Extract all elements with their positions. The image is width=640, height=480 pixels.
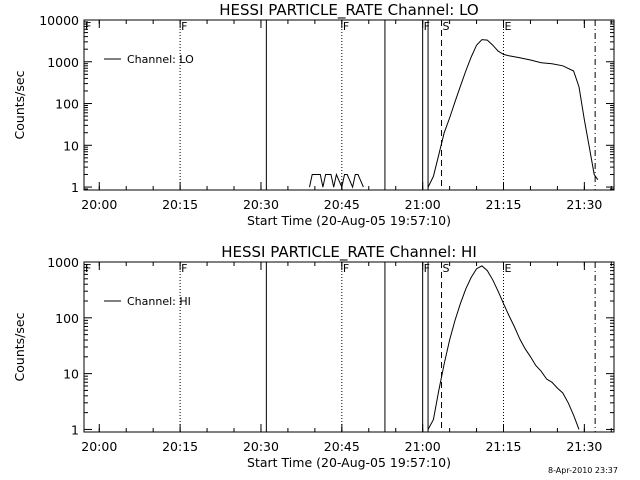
event-marker-label: F	[424, 262, 430, 275]
timestamp: 8-Apr-2010 23:37	[548, 466, 618, 475]
event-marker-label: F	[181, 262, 187, 275]
series-line	[309, 172, 364, 189]
event-marker-label: E	[505, 20, 512, 33]
series-line	[427, 265, 580, 430]
x-tick-label: 20:45	[324, 439, 360, 454]
y-tick-label: 10	[63, 138, 79, 153]
event-marker-label: E	[505, 262, 512, 275]
x-tick-label: 21:30	[566, 439, 602, 454]
x-tick-label: 20:30	[243, 439, 279, 454]
legend-label: Channel: LO	[127, 53, 194, 66]
x-tick-label: 20:00	[81, 439, 117, 454]
x-tick-label: 21:00	[405, 439, 441, 454]
event-marker-label: F	[343, 20, 349, 33]
x-tick-label: 21:00	[405, 197, 441, 212]
x-tick-label: 21:15	[485, 197, 521, 212]
y-tick-label: 1000	[47, 55, 79, 70]
series-line	[427, 39, 599, 188]
y-tick-label: 10	[63, 367, 79, 382]
y-axis-label: Counts/sec	[12, 312, 27, 381]
x-axis-label: Start Time (20-Aug-05 19:57:10)	[247, 455, 451, 470]
y-tick-label: 10000	[39, 13, 79, 28]
x-axis-label: Start Time (20-Aug-05 19:57:10)	[247, 213, 451, 228]
y-tick-label: 1000	[47, 255, 79, 270]
y-axis-label: Counts/sec	[12, 70, 27, 139]
x-tick-label: 20:15	[162, 197, 198, 212]
plot-title: HESSI PARTICLE_RATE Channel: LO	[219, 1, 478, 20]
event-marker-label: F	[85, 20, 91, 33]
event-marker-label: F	[343, 262, 349, 275]
legend-label: Channel: HI	[127, 295, 191, 308]
y-tick-label: 1	[71, 180, 79, 195]
y-tick-label: 100	[55, 311, 79, 326]
event-marker-label: S	[443, 262, 450, 275]
event-marker-label: S	[443, 20, 450, 33]
plot-frame	[83, 19, 615, 191]
plot-frame	[83, 261, 615, 433]
x-tick-label: 20:00	[81, 197, 117, 212]
event-marker-label: F	[181, 20, 187, 33]
x-tick-label: 21:15	[485, 439, 521, 454]
y-tick-label: 1	[71, 422, 79, 437]
x-tick-label: 20:30	[243, 197, 279, 212]
x-tick-label: 20:15	[162, 439, 198, 454]
x-tick-label: 21:30	[566, 197, 602, 212]
x-tick-label: 20:45	[324, 197, 360, 212]
event-marker-label: F	[85, 262, 91, 275]
plot-title: HESSI PARTICLE_RATE Channel: HI	[221, 243, 477, 262]
event-marker-label: F	[424, 20, 430, 33]
y-tick-label: 100	[55, 97, 79, 112]
